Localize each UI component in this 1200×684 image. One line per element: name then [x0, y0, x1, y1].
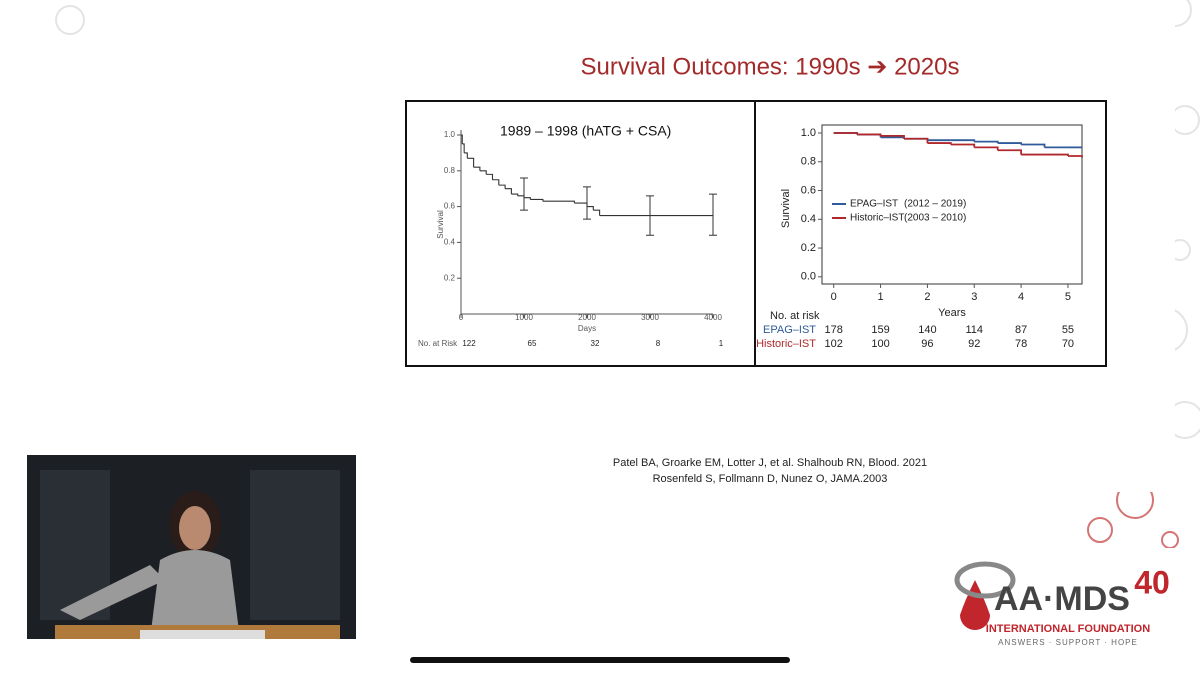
x-tick-label: 4 — [1018, 291, 1024, 303]
survival-step — [950, 143, 976, 148]
y-tick-label: 1.0 — [801, 127, 816, 139]
survival-step — [974, 146, 999, 151]
video-inset — [27, 455, 356, 639]
risk-value: 55 — [1062, 324, 1074, 336]
risk-row-label: EPAG–IST — [763, 324, 816, 336]
x-axis-label: Days — [578, 324, 596, 333]
x-tick-label: 2 — [924, 291, 930, 303]
x-tick-label: 3000 — [641, 313, 659, 322]
annotation: 1989 – 1998 (hATG + CSA) — [500, 123, 671, 139]
risk-value: 1 — [719, 339, 724, 348]
slide-title: Survival Outcomes: 1990s ➔ 2020s — [581, 53, 960, 80]
logo-anniversary: 40 — [1134, 564, 1170, 600]
citation: Rosenfeld S, Follmann D, Nunez O, JAMA.2… — [653, 473, 888, 485]
logo-name: AA·MDS — [994, 580, 1130, 618]
x-tick-label: 1 — [877, 291, 883, 303]
survival-step — [511, 193, 519, 196]
survival-step — [467, 157, 475, 168]
risk-row-label: Historic–IST — [756, 338, 816, 350]
logo: AA·MDS 40 INTERNATIONAL FOUNDATION ANSWE… — [945, 548, 1180, 653]
survival-step — [505, 188, 512, 195]
y-tick-label: 0.0 — [801, 271, 816, 283]
error-bar — [646, 195, 654, 236]
x-tick-label: 1000 — [515, 313, 533, 322]
home-indicator — [410, 657, 790, 663]
survival-step — [464, 152, 468, 159]
risk-value: 122 — [462, 339, 476, 348]
plot-frame — [821, 124, 1083, 285]
logo-subtitle: INTERNATIONAL FOUNDATION — [986, 623, 1150, 635]
survival-step — [461, 134, 463, 144]
error-bar — [520, 177, 528, 211]
citation: Patel BA, Groarke EM, Lotter J, et al. S… — [613, 457, 927, 469]
risk-value: 140 — [918, 324, 936, 336]
survival-step — [833, 132, 859, 135]
y-axis-label: Survival — [780, 189, 792, 228]
survival-step — [542, 200, 575, 204]
x-tick-label: 2000 — [578, 313, 596, 322]
x-tick-label: 4000 — [704, 313, 722, 322]
y-tick-label: 0.2 — [444, 273, 456, 282]
x-tick-label: 0 — [459, 313, 464, 322]
survival-step — [587, 206, 594, 211]
risk-table-label: No. at Risk — [418, 339, 458, 348]
risk-value: 8 — [656, 339, 661, 348]
legend-period: (2012 – 2019) — [904, 199, 966, 210]
x-axis-label: Years — [938, 307, 966, 319]
survival-step — [1067, 155, 1083, 158]
risk-table-label: No. at risk — [770, 310, 820, 322]
y-tick-label: 0.4 — [444, 238, 456, 247]
y-tick-label: 0.6 — [801, 184, 816, 196]
legend-label: Historic–IST — [850, 213, 904, 224]
error-bar — [709, 193, 717, 236]
risk-value: 178 — [825, 324, 843, 336]
y-tick-label: 0.8 — [801, 156, 816, 168]
y-tick-label: 0.6 — [444, 202, 456, 211]
y-tick-label: 0.2 — [801, 242, 816, 254]
risk-value: 78 — [1015, 338, 1027, 350]
survival-step — [880, 134, 905, 139]
survival-step — [524, 197, 531, 200]
survival-step — [473, 166, 481, 171]
risk-value: 114 — [965, 324, 983, 336]
error-bar — [583, 186, 591, 220]
logo-tagline: ANSWERS · SUPPORT · HOPE — [998, 638, 1138, 647]
x-tick-label: 0 — [831, 291, 837, 303]
survival-step — [950, 139, 976, 142]
y-tick-label: 0.8 — [444, 166, 456, 175]
risk-value: 159 — [871, 324, 889, 336]
survival-step — [903, 137, 929, 144]
x-tick-label: 5 — [1065, 291, 1071, 303]
survival-step — [462, 143, 465, 153]
survival-step — [1021, 143, 1046, 148]
legend-label: EPAG–IST — [850, 199, 898, 210]
legend-period: (2003 – 2010) — [904, 213, 966, 224]
x-tick-label: 3 — [971, 291, 977, 303]
risk-value: 65 — [528, 339, 537, 348]
survival-step — [498, 184, 506, 189]
survival-step — [530, 198, 544, 202]
survival-step — [486, 173, 494, 180]
risk-value: 100 — [871, 338, 889, 350]
risk-value: 96 — [921, 338, 933, 350]
survival-step — [479, 170, 487, 175]
survival-step — [997, 149, 1022, 155]
survival-step — [593, 209, 601, 216]
risk-value: 92 — [968, 338, 980, 350]
risk-value: 70 — [1062, 338, 1074, 350]
y-tick-label: 0.4 — [801, 213, 816, 225]
survival-step — [492, 179, 500, 186]
risk-value: 87 — [1015, 324, 1027, 336]
y-axis-label: Survival — [436, 210, 445, 239]
risk-value: 102 — [825, 338, 843, 350]
y-tick-label: 1.0 — [444, 130, 456, 139]
risk-value: 32 — [591, 339, 600, 348]
